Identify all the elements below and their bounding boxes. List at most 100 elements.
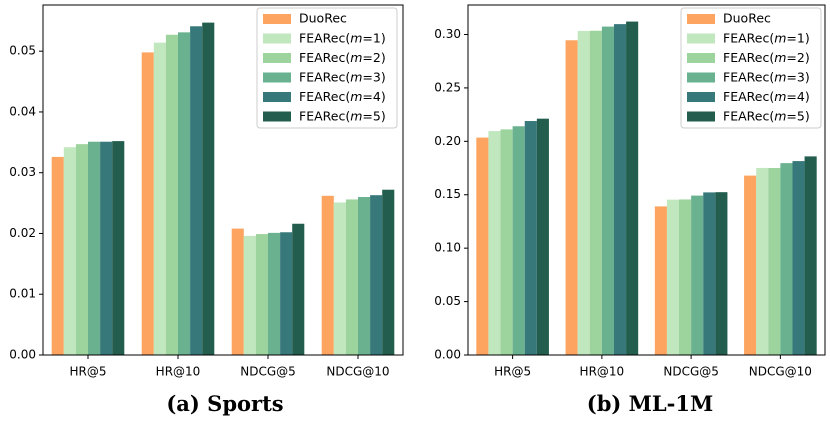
bar-hr-5-series-1: [51, 156, 64, 355]
bar-ndcg-10-series-1: [744, 175, 757, 355]
x-tick-label: NDCG@5: [663, 365, 719, 379]
bar-hr-5-series-3: [500, 129, 513, 355]
legend-swatch: [263, 92, 291, 102]
bar-ndcg-5-series-5: [280, 232, 293, 355]
legend-label: FEARec(m=4): [723, 89, 810, 104]
bar-ndcg-5-series-3: [679, 199, 692, 355]
y-tick-label: 0.01: [9, 287, 36, 301]
bar-hr-5-series-5: [100, 141, 113, 355]
legend-swatch: [687, 72, 715, 83]
y-tick-label: 0.10: [434, 241, 461, 255]
y-tick-label: 0.15: [434, 187, 461, 201]
bar-hr-10-series-2: [153, 42, 166, 356]
axes-frame: [42, 4, 404, 356]
legend-label: DuoRec: [299, 11, 347, 26]
bar-ndcg-10-series-4: [358, 197, 371, 355]
legend-swatch: [263, 33, 291, 44]
bar-ndcg-10-series-4: [780, 163, 793, 355]
legend-label: FEARec(m=3): [723, 69, 810, 84]
x-tick-label: HR@5: [494, 365, 531, 379]
bar-ndcg-10-series-5: [370, 195, 383, 355]
bar-hr-5-series-2: [488, 131, 501, 355]
bar-ndcg-5-series-6: [715, 192, 728, 355]
y-tick-label: 0.00: [9, 348, 36, 362]
legend-box: [256, 7, 398, 129]
bar-hr-5-series-3: [75, 144, 88, 355]
bar-hr-10-series-2: [577, 30, 590, 356]
x-tick-label: HR@10: [580, 365, 625, 379]
bar-hr-10-series-5: [190, 26, 203, 356]
bar-ndcg-10-series-2: [756, 167, 769, 355]
panel-title: (a) Sports: [166, 391, 283, 416]
x-tick-label: HR@5: [70, 365, 107, 379]
legend-swatch: [687, 14, 715, 24]
legend-label: DuoRec: [723, 11, 771, 26]
x-tick-label: NDCG@5: [240, 365, 296, 379]
bar-hr-10-series-5: [613, 24, 627, 356]
legend-label: FEARec(m=5): [299, 108, 386, 123]
bar-ndcg-10-series-5: [792, 161, 805, 355]
bar-hr-5-series-5: [524, 121, 537, 355]
y-tick-label: 0.02: [9, 226, 36, 240]
legend-swatch: [687, 111, 715, 122]
legend-label: FEARec(m=2): [723, 50, 810, 65]
bar-ndcg-10-series-1: [321, 195, 334, 355]
bar-ndcg-5-series-6: [292, 223, 305, 355]
bar-ndcg-10-series-6: [804, 156, 817, 355]
legend-swatch: [263, 14, 291, 24]
y-tick-label: 0.04: [9, 104, 36, 118]
x-tick-label: NDCG@10: [749, 365, 812, 379]
chart-panel-1: 0.00 0.01 0.02 0.03 0.04 0.05 HR@5 HR@10 NDCG@5 N…: [9, 4, 404, 416]
chart-panel-2: 0.00 0.05 0.10 0.15 0.20 0.25 0.30 HR@5 HR@10 NDC…: [434, 4, 826, 416]
x-tick-label: NDCG@10: [326, 365, 389, 379]
y-tick-label: 0.00: [434, 348, 461, 362]
bar-hr-5-series-4: [512, 126, 525, 355]
y-tick-label: 0.20: [434, 134, 461, 148]
bar-hr-10-series-1: [565, 40, 578, 355]
bar-hr-5-series-4: [88, 141, 101, 355]
bar-ndcg-10-series-3: [345, 199, 358, 355]
bar-ndcg-10-series-6: [382, 189, 395, 355]
bar-ndcg-5-series-3: [255, 234, 268, 355]
bar-hr-5-series-6: [112, 141, 125, 355]
bar-hr-10-series-4: [178, 32, 191, 356]
bar-hr-10-series-6: [202, 22, 215, 356]
legend-swatch: [687, 92, 715, 102]
legend-label: FEARec(m=4): [299, 89, 386, 104]
x-tick-label: HR@10: [156, 365, 201, 379]
y-tick-label: 0.30: [434, 27, 461, 41]
bar-hr-10-series-4: [601, 26, 614, 356]
bar-ndcg-5-series-1: [231, 228, 244, 355]
bar-ndcg-5-series-4: [691, 195, 704, 355]
bar-ndcg-5-series-1: [654, 206, 667, 355]
legend: DuoRec FEARec(m=1) FEARec(m=2) FEARec(m=3) F…: [680, 7, 822, 129]
legend-label: FEARec(m=1): [299, 30, 386, 45]
legend-swatch: [263, 72, 291, 83]
legend-swatch: [263, 111, 291, 122]
legend-swatch: [687, 53, 715, 63]
bar-hr-5-series-2: [63, 147, 76, 355]
bar-ndcg-5-series-5: [703, 192, 716, 355]
panel-title: (b) ML-1M: [587, 391, 713, 416]
legend-label: FEARec(m=5): [723, 108, 810, 123]
legend-label: FEARec(m=3): [299, 69, 386, 84]
legend-swatch: [263, 53, 291, 63]
y-tick-label: 0.05: [434, 294, 461, 308]
bar-ndcg-10-series-3: [768, 168, 781, 355]
legend-box: [680, 7, 822, 129]
bar-hr-5-series-6: [536, 118, 549, 356]
legend-label: FEARec(m=2): [299, 50, 386, 65]
y-tick-label: 0.05: [9, 44, 36, 58]
axes-frame: [467, 4, 826, 356]
bar-hr-10-series-1: [141, 52, 154, 356]
legend: DuoRec FEARec(m=1) FEARec(m=2) FEARec(m=3) F…: [256, 7, 398, 129]
legend-label: FEARec(m=1): [723, 30, 810, 45]
bar-ndcg-5-series-2: [243, 235, 256, 355]
bar-ndcg-10-series-2: [333, 202, 346, 355]
bar-hr-10-series-3: [589, 30, 602, 355]
bar-hr-5-series-1: [476, 137, 489, 355]
bar-ndcg-5-series-2: [666, 199, 680, 355]
legend-swatch: [687, 33, 715, 44]
bar-hr-10-series-3: [165, 34, 178, 356]
